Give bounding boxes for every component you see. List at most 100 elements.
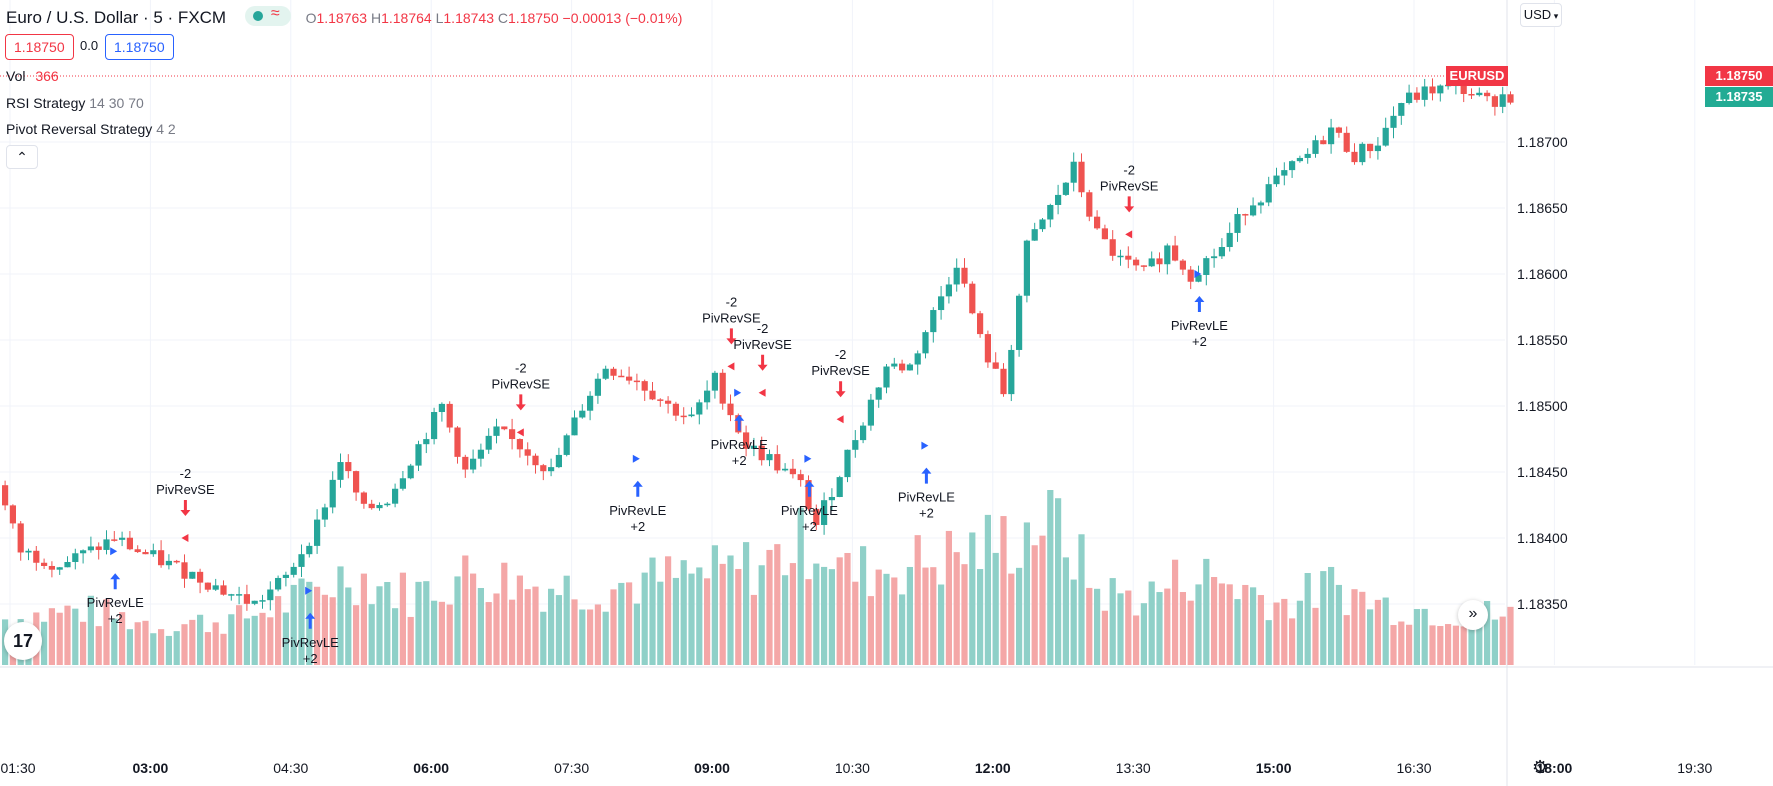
candle-body bbox=[1484, 92, 1491, 97]
candle-body bbox=[1374, 145, 1381, 152]
candle-body bbox=[1304, 153, 1311, 158]
candle-body bbox=[189, 571, 196, 579]
currency-button[interactable]: USD ▾ bbox=[1520, 3, 1562, 27]
volume-bar bbox=[797, 507, 804, 665]
volume-bar bbox=[680, 560, 687, 665]
pivot-strategy-params: 4 2 bbox=[156, 121, 176, 137]
volume-bar bbox=[1055, 498, 1062, 665]
volume-bar bbox=[696, 567, 703, 665]
double-chevron-right-icon[interactable]: » bbox=[1458, 600, 1488, 630]
candle-body bbox=[368, 503, 375, 509]
candle-body bbox=[329, 479, 336, 508]
candle-body bbox=[704, 390, 711, 403]
candle-body bbox=[415, 444, 422, 466]
signal-label: PivRevSE bbox=[811, 363, 870, 378]
volume-bar bbox=[1062, 557, 1069, 665]
volume-bar bbox=[719, 563, 726, 665]
rsi-strategy-legend[interactable]: RSI Strategy 14 30 70 bbox=[6, 95, 144, 111]
candle-body bbox=[594, 378, 601, 396]
candle-body bbox=[1351, 151, 1358, 163]
spread-value: 0.0 bbox=[80, 38, 99, 53]
candle-body bbox=[181, 562, 188, 579]
entry-marker-icon bbox=[181, 534, 189, 542]
signal-qty: +2 bbox=[1192, 334, 1207, 349]
candle-body bbox=[899, 363, 906, 371]
volume-bar bbox=[142, 620, 149, 665]
gear-icon[interactable]: ⚙ bbox=[1532, 757, 1549, 777]
symbol-title[interactable]: Euro / U.S. Dollar · 5 · FXCM bbox=[6, 8, 227, 27]
volume-bar bbox=[1257, 595, 1264, 665]
candle-body bbox=[48, 565, 55, 570]
volume-bar bbox=[891, 577, 898, 665]
candle-body bbox=[727, 403, 734, 416]
change-value: −0.00013 (−0.01%) bbox=[562, 10, 683, 26]
volume-value: 366 bbox=[35, 68, 59, 84]
tradingview-logo-icon[interactable]: 17 bbox=[4, 622, 42, 660]
candle-body bbox=[345, 462, 352, 472]
candle-body bbox=[618, 375, 625, 378]
symbol-legend[interactable]: Euro / U.S. Dollar · 5 · FXCM ≈ O1.18763… bbox=[6, 5, 683, 28]
candle-body bbox=[633, 380, 640, 383]
candle-body bbox=[1226, 232, 1233, 248]
entry-marker-icon bbox=[516, 428, 524, 437]
volume-bar bbox=[1320, 571, 1327, 665]
candle-body bbox=[1008, 349, 1015, 395]
candle-body bbox=[883, 366, 890, 388]
volume-bar bbox=[1125, 590, 1132, 665]
volume-bar bbox=[1148, 581, 1155, 665]
volume-bar bbox=[750, 594, 757, 665]
signal-label: PivRevSE bbox=[733, 337, 792, 352]
volume-bar bbox=[1023, 522, 1030, 665]
volume-bar bbox=[1101, 610, 1108, 665]
volume-bar bbox=[563, 575, 570, 665]
candle-body bbox=[852, 440, 859, 450]
candle-body bbox=[142, 552, 149, 555]
candle-body bbox=[282, 574, 289, 578]
candle-body bbox=[1109, 239, 1116, 256]
candle-body bbox=[212, 585, 219, 590]
volume-bar bbox=[735, 568, 742, 665]
candle-body bbox=[392, 488, 399, 504]
price-tick-label: 1.18550 bbox=[1517, 332, 1568, 348]
volume-bar bbox=[251, 615, 258, 665]
volume-bar bbox=[1242, 584, 1249, 665]
buy-button[interactable]: 1.18750 bbox=[105, 34, 174, 60]
signal-qty: -2 bbox=[180, 466, 192, 481]
candle-body bbox=[1382, 127, 1389, 146]
candle-body bbox=[1016, 295, 1023, 350]
candle-body bbox=[1250, 205, 1257, 216]
candle-body bbox=[1086, 192, 1093, 217]
signal-qty: +2 bbox=[303, 651, 318, 666]
candle-body bbox=[867, 399, 874, 426]
signal-qty: +2 bbox=[919, 506, 934, 521]
candle-body bbox=[1203, 258, 1210, 275]
volume-legend[interactable]: Vol 366 bbox=[6, 68, 59, 84]
volume-bar bbox=[1367, 609, 1374, 665]
candle-body bbox=[454, 427, 461, 457]
entry-marker-icon bbox=[1125, 230, 1133, 239]
signal-qty: -2 bbox=[1123, 162, 1135, 177]
sell-price: 1.18750 bbox=[14, 39, 65, 55]
volume-bar bbox=[914, 535, 921, 665]
volume-bar bbox=[1133, 615, 1140, 665]
volume-bar bbox=[992, 552, 999, 665]
sell-button[interactable]: 1.18750 bbox=[5, 34, 74, 60]
candle-body bbox=[1172, 245, 1179, 261]
entry-marker-icon bbox=[734, 388, 742, 397]
volume-bar bbox=[462, 555, 469, 665]
volume-bar bbox=[516, 575, 523, 665]
pivot-strategy-legend[interactable]: Pivot Reversal Strategy 4 2 bbox=[6, 121, 176, 137]
volume-bar bbox=[883, 573, 890, 665]
market-status-pill[interactable]: ≈ bbox=[244, 5, 291, 26]
collapse-legend-button[interactable]: ⌃ bbox=[6, 145, 38, 169]
volume-bar bbox=[1218, 583, 1225, 665]
candle-body bbox=[1023, 240, 1030, 296]
candle-body bbox=[1421, 86, 1428, 100]
candle-body bbox=[165, 560, 172, 566]
candle-body bbox=[758, 445, 765, 461]
volume-bar bbox=[267, 617, 274, 665]
volume-bar bbox=[875, 569, 882, 665]
signal-qty: +2 bbox=[732, 453, 747, 468]
volume-bar bbox=[1406, 624, 1413, 665]
